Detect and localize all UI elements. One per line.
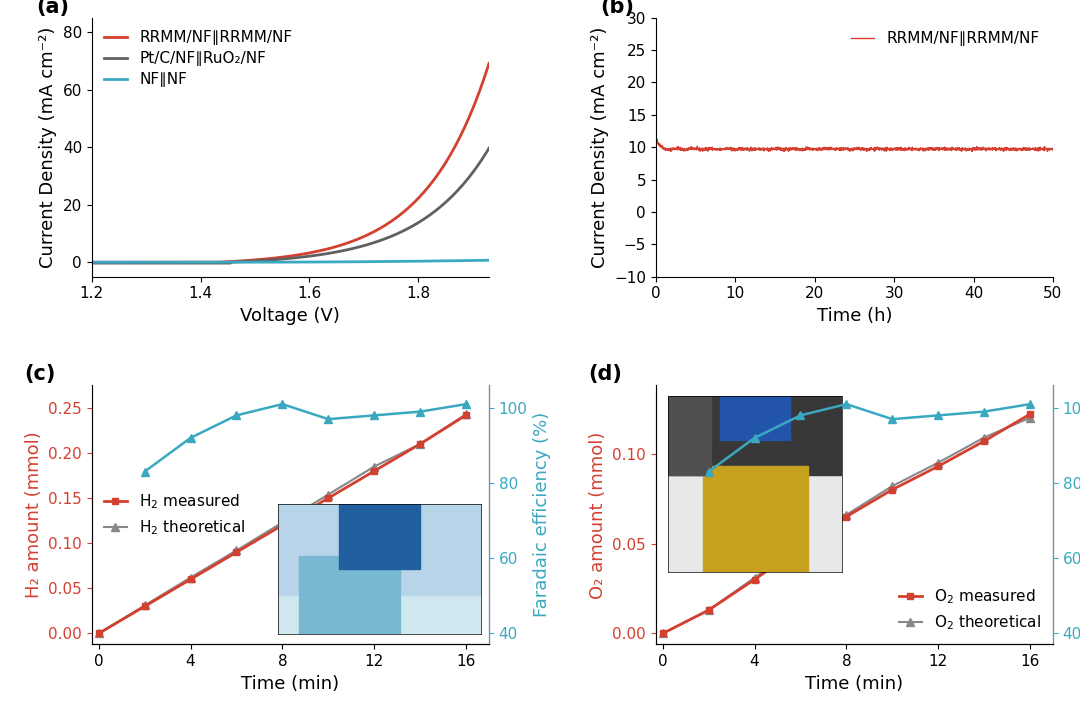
- Line: O$_2$ measured: O$_2$ measured: [659, 411, 1034, 637]
- Line: O$_2$ theoretical: O$_2$ theoretical: [659, 413, 1035, 638]
- H$_2$ theoretical: [414, 440, 427, 448]
- Line: H$_2$ measured: H$_2$ measured: [95, 411, 470, 637]
- Pt/C/NF∥RuO₂/NF: [351, 244, 364, 252]
- RRMM/NF∥RRMM/NF: [1035, 145, 1048, 154]
- NF∥NF: [384, 257, 397, 266]
- H$_2$ measured: [322, 494, 335, 503]
- RRMM/NF∥RRMM/NF: [320, 245, 333, 253]
- Legend: O$_2$ measured, O$_2$ theoretical: O$_2$ measured, O$_2$ theoretical: [894, 583, 1045, 636]
- H$_2$ measured: [138, 602, 151, 610]
- NF∥NF: [265, 258, 278, 266]
- Line: RRMM/NF∥RRMM/NF: RRMM/NF∥RRMM/NF: [656, 137, 1053, 152]
- Y-axis label: H₂ amount (mmol): H₂ amount (mmol): [25, 431, 43, 598]
- O$_2$ theoretical: [748, 573, 761, 582]
- H$_2$ measured: [414, 440, 427, 448]
- Legend: H$_2$ measured, H$_2$ theoretical: H$_2$ measured, H$_2$ theoretical: [99, 488, 251, 542]
- Line: Pt/C/NF∥RuO₂/NF: Pt/C/NF∥RuO₂/NF: [92, 148, 489, 263]
- O$_2$ theoretical: [840, 510, 853, 519]
- RRMM/NF∥RRMM/NF: [483, 59, 496, 68]
- O$_2$ measured: [748, 576, 761, 584]
- O$_2$ theoretical: [657, 629, 670, 638]
- Text: (a): (a): [37, 0, 69, 16]
- NF∥NF: [85, 258, 98, 266]
- RRMM/NF∥RRMM/NF: [832, 144, 845, 152]
- H$_2$ theoretical: [230, 546, 243, 554]
- X-axis label: Time (h): Time (h): [816, 307, 892, 325]
- NF∥NF: [483, 256, 496, 265]
- NF∥NF: [188, 258, 201, 266]
- H$_2$ theoretical: [367, 462, 380, 471]
- NF∥NF: [320, 258, 333, 266]
- O$_2$ theoretical: [702, 606, 715, 615]
- O$_2$ measured: [1024, 410, 1037, 418]
- RRMM/NF∥RRMM/NF: [670, 144, 683, 153]
- Pt/C/NF∥RuO₂/NF: [85, 259, 98, 268]
- Pt/C/NF∥RuO₂/NF: [483, 144, 496, 152]
- RRMM/NF∥RRMM/NF: [188, 258, 201, 266]
- O$_2$ theoretical: [794, 541, 807, 549]
- H$_2$ theoretical: [322, 490, 335, 498]
- NF∥NF: [156, 258, 168, 266]
- H$_2$ measured: [367, 467, 380, 475]
- RRMM/NF∥RRMM/NF: [351, 235, 364, 244]
- H$_2$ theoretical: [184, 573, 197, 582]
- Pt/C/NF∥RuO₂/NF: [156, 259, 168, 268]
- RRMM/NF∥RRMM/NF: [156, 258, 168, 266]
- RRMM/NF∥RRMM/NF: [649, 133, 662, 142]
- O$_2$ theoretical: [1024, 413, 1037, 422]
- Text: (d): (d): [589, 364, 622, 384]
- O$_2$ measured: [794, 543, 807, 552]
- Y-axis label: O₂ amount (mmol): O₂ amount (mmol): [589, 431, 607, 598]
- Y-axis label: Current Density (mA cm⁻²): Current Density (mA cm⁻²): [591, 26, 608, 268]
- H$_2$ measured: [275, 521, 288, 530]
- O$_2$ measured: [977, 437, 990, 445]
- Line: RRMM/NF∥RRMM/NF: RRMM/NF∥RRMM/NF: [92, 64, 489, 262]
- H$_2$ measured: [460, 411, 473, 419]
- Legend: RRMM/NF∥RRMM/NF: RRMM/NF∥RRMM/NF: [845, 25, 1045, 52]
- RRMM/NF∥RRMM/NF: [1036, 144, 1049, 153]
- RRMM/NF∥RRMM/NF: [842, 146, 855, 154]
- Pt/C/NF∥RuO₂/NF: [265, 256, 278, 264]
- Line: NF∥NF: NF∥NF: [92, 261, 489, 262]
- O$_2$ measured: [657, 629, 670, 638]
- O$_2$ measured: [932, 462, 945, 471]
- O$_2$ theoretical: [977, 433, 990, 442]
- O$_2$ measured: [886, 486, 899, 494]
- H$_2$ measured: [230, 548, 243, 556]
- Line: H$_2$ theoretical: H$_2$ theoretical: [95, 410, 470, 638]
- H$_2$ measured: [184, 575, 197, 583]
- Y-axis label: Current Density (mA cm⁻²): Current Density (mA cm⁻²): [39, 26, 57, 268]
- Text: (c): (c): [24, 364, 56, 384]
- Pt/C/NF∥RuO₂/NF: [320, 250, 333, 258]
- H$_2$ theoretical: [138, 601, 151, 610]
- RRMM/NF∥RRMM/NF: [265, 254, 278, 263]
- H$_2$ theoretical: [92, 629, 105, 638]
- O$_2$ theoretical: [932, 459, 945, 467]
- Text: (b): (b): [600, 0, 634, 16]
- X-axis label: Time (min): Time (min): [806, 675, 904, 692]
- RRMM/NF∥RRMM/NF: [1047, 145, 1059, 154]
- H$_2$ theoretical: [275, 518, 288, 527]
- H$_2$ measured: [92, 629, 105, 638]
- O$_2$ measured: [702, 606, 715, 615]
- X-axis label: Time (min): Time (min): [241, 675, 339, 692]
- RRMM/NF∥RRMM/NF: [85, 258, 98, 266]
- NF∥NF: [351, 258, 364, 266]
- Y-axis label: Faradaic efficiency (%): Faradaic efficiency (%): [534, 412, 551, 617]
- Pt/C/NF∥RuO₂/NF: [384, 232, 397, 241]
- O$_2$ measured: [840, 513, 853, 521]
- X-axis label: Voltage (V): Voltage (V): [241, 307, 340, 325]
- H$_2$ theoretical: [460, 410, 473, 418]
- Pt/C/NF∥RuO₂/NF: [188, 259, 201, 268]
- O$_2$ theoretical: [886, 482, 899, 491]
- RRMM/NF∥RRMM/NF: [384, 217, 397, 226]
- RRMM/NF∥RRMM/NF: [962, 145, 975, 154]
- Legend: RRMM/NF∥RRMM/NF, Pt/C/NF∥RuO₂/NF, NF∥NF: RRMM/NF∥RRMM/NF, Pt/C/NF∥RuO₂/NF, NF∥NF: [99, 25, 297, 92]
- RRMM/NF∥RRMM/NF: [778, 147, 791, 156]
